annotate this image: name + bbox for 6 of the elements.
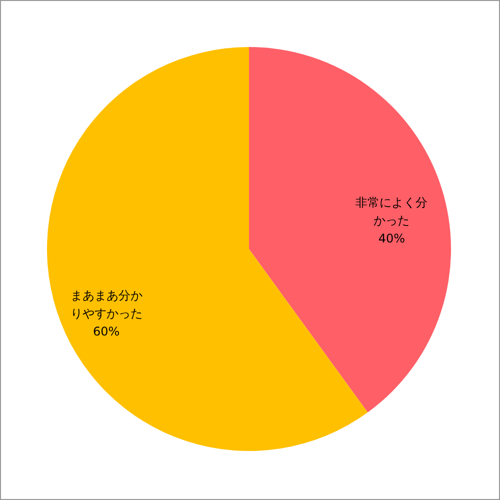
data-label: 40% bbox=[378, 232, 405, 246]
data-label: 60% bbox=[93, 324, 120, 338]
slice-label: まあまあ分かりやすかった bbox=[70, 288, 142, 320]
pie-slice bbox=[47, 47, 368, 451]
slice-label: 非常によく分かった bbox=[356, 196, 428, 228]
pie-slice bbox=[249, 47, 451, 412]
